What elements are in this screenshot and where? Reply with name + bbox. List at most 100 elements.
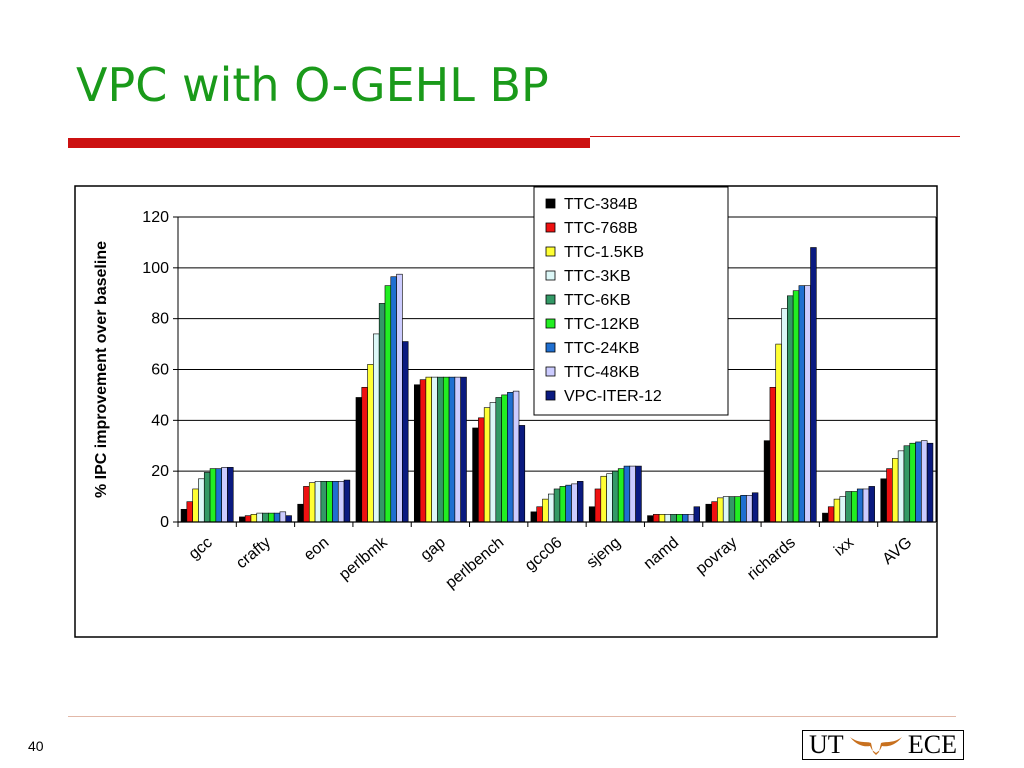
legend-label: TTC-48KB [564, 364, 640, 381]
legend-swatch [545, 270, 556, 281]
bar [518, 425, 526, 523]
bar [693, 506, 701, 523]
bar [559, 486, 566, 523]
bar [262, 512, 269, 523]
y-tick-label: 60 [151, 362, 169, 379]
bar [273, 512, 281, 523]
y-tick-label: 20 [151, 463, 169, 480]
legend-swatch [545, 390, 556, 401]
bar [454, 376, 461, 523]
legend-swatch [545, 246, 556, 257]
bar [617, 468, 625, 523]
bar [751, 492, 759, 523]
bar [571, 483, 578, 523]
bar [279, 511, 287, 523]
bar [746, 495, 753, 523]
bar [268, 512, 275, 523]
bar [682, 514, 689, 523]
bar [507, 392, 514, 523]
bar [355, 397, 363, 523]
bar [886, 468, 893, 523]
bar [390, 276, 397, 523]
bar [647, 515, 654, 523]
legend-label: TTC-384B [564, 196, 638, 213]
bar [460, 376, 467, 523]
bar [244, 515, 252, 523]
bar [553, 488, 561, 523]
y-tick-label: 40 [151, 412, 169, 429]
bar [396, 273, 403, 523]
bar [921, 440, 928, 523]
y-tick-label: 120 [142, 209, 169, 226]
bar [209, 468, 217, 523]
bar [413, 384, 421, 523]
y-axis-label: % IPC improvement over baseline [93, 241, 110, 498]
bar [221, 467, 228, 523]
legend-label: TTC-12KB [564, 316, 640, 333]
bar [332, 481, 339, 523]
legend-swatch [545, 318, 556, 329]
bar [839, 496, 846, 523]
bar [536, 506, 543, 523]
chart-container: 0 20 40 60 80 100 120 % IPC improvement over ba… [74, 185, 940, 645]
bar [728, 496, 736, 523]
bar [326, 481, 333, 523]
bar [442, 376, 450, 523]
legend-label: TTC-1.5KB [564, 244, 644, 261]
bar [804, 285, 811, 523]
y-tick-label: 80 [151, 311, 169, 328]
slide-number: 40 [28, 738, 44, 754]
bar [717, 497, 724, 523]
bar [337, 481, 345, 523]
bar [501, 394, 508, 523]
bar [909, 442, 916, 523]
bar [845, 491, 852, 523]
bar [239, 516, 246, 523]
bar [192, 488, 199, 523]
bar [763, 440, 771, 523]
bar [892, 458, 899, 523]
bar [600, 475, 607, 523]
legend-label: TTC-768B [564, 220, 638, 237]
bar [629, 465, 636, 523]
bar [478, 417, 485, 523]
y-tick-label: 100 [142, 260, 169, 277]
bar [489, 402, 497, 523]
bar [576, 481, 584, 523]
bar [565, 484, 572, 523]
legend-label: TTC-3KB [564, 268, 631, 285]
bar [635, 465, 642, 523]
bar [308, 482, 316, 523]
bar [437, 376, 444, 523]
longhorn-icon [849, 737, 902, 755]
bar [856, 488, 864, 523]
bar [512, 390, 520, 523]
bar [594, 488, 602, 523]
bar [297, 503, 304, 523]
legend-box [533, 186, 729, 416]
bar [623, 465, 631, 523]
bar [687, 514, 695, 523]
bar [495, 397, 502, 523]
y-tick-label: 0 [160, 514, 169, 531]
bar [810, 247, 817, 523]
bar [303, 486, 310, 523]
logo-ece-text: ECE [907, 730, 957, 759]
slide-title: VPC with O-GEHL BP [76, 58, 549, 112]
bar [722, 496, 730, 523]
bar [250, 514, 258, 523]
bar [827, 506, 835, 523]
bar [915, 441, 922, 523]
bar [227, 467, 234, 523]
bar [285, 515, 292, 523]
bar [926, 442, 934, 523]
bar-chart: 0 20 40 60 80 100 120 % IPC improvement over ba… [74, 185, 938, 638]
bar [384, 285, 392, 523]
legend-swatch [545, 294, 556, 305]
bar [897, 450, 905, 523]
title-underline-thick [68, 138, 590, 148]
bar [612, 470, 619, 523]
bar [373, 333, 380, 523]
bar [711, 501, 718, 523]
bar [792, 290, 800, 523]
